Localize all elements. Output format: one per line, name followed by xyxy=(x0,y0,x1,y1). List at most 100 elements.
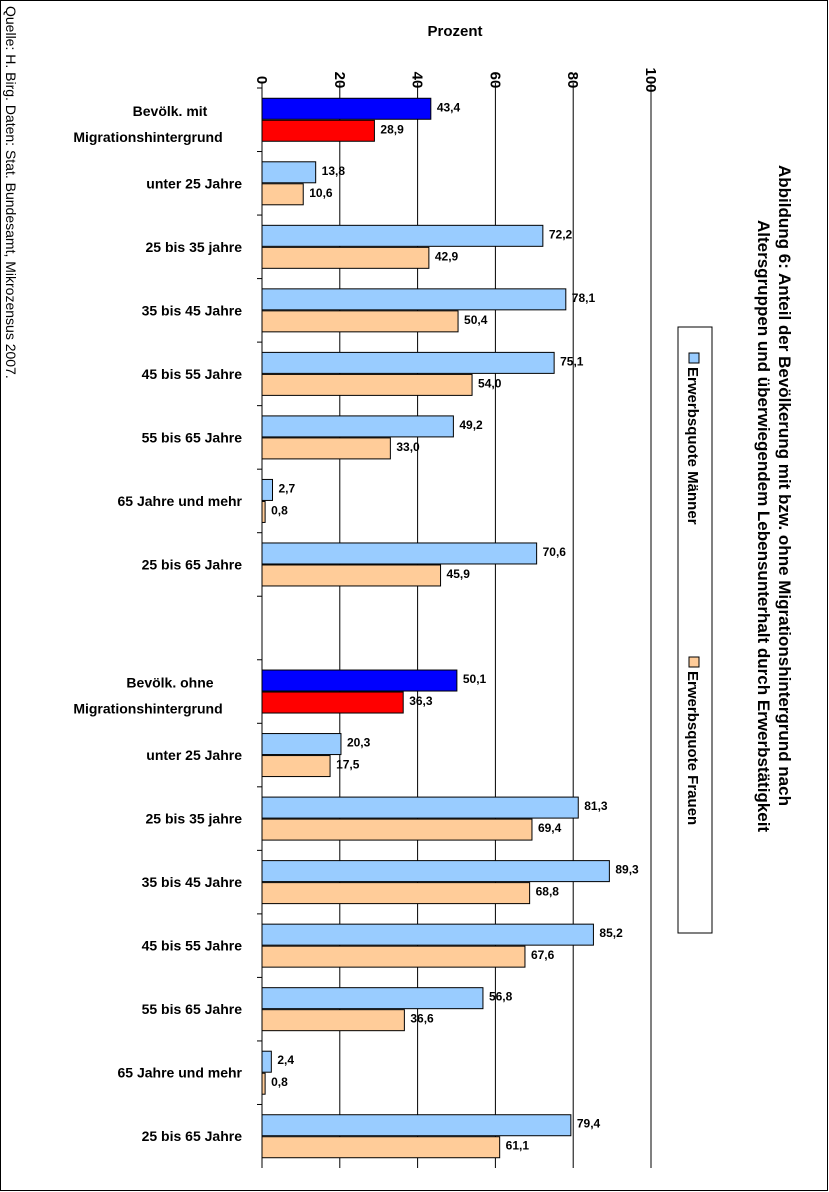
category-label: 25 bis 65 Jahre xyxy=(142,1128,243,1144)
category-label: 45 bis 55 Jahre xyxy=(142,366,243,382)
bar-men xyxy=(261,351,555,374)
value-label-men: 70,6 xyxy=(543,545,567,559)
value-label-men: 43,4 xyxy=(437,100,461,114)
bar-men xyxy=(261,288,567,311)
title-line-1: Abbildung 6: Anteil der Bevölkerung mit … xyxy=(775,165,794,806)
category-label: 35 bis 45 Jahre xyxy=(142,874,243,890)
value-label-women: 17,5 xyxy=(336,758,360,772)
bar-men xyxy=(261,542,538,565)
legend-label-men: Erwerbsquote Männer xyxy=(684,367,701,525)
value-label-men: 20,3 xyxy=(347,736,371,750)
value-label-women: 50,4 xyxy=(464,313,488,327)
bars xyxy=(261,97,610,1159)
value-label-women: 42,9 xyxy=(435,249,459,263)
bar-men xyxy=(261,478,274,501)
category-label: 35 bis 45 Jahre xyxy=(142,302,243,318)
tick-label: 40 xyxy=(409,72,426,89)
bar-men xyxy=(261,923,594,946)
bar-women xyxy=(261,119,375,142)
axis-ticks: 0 20 40 60 80 100 xyxy=(253,67,659,1168)
tick-label: 60 xyxy=(486,72,503,89)
legend-swatch-men xyxy=(688,352,700,364)
bar-men xyxy=(261,161,317,184)
category-label: 55 bis 65 Jahre xyxy=(142,429,243,445)
bar-women xyxy=(261,437,391,460)
value-label-men: 89,3 xyxy=(615,863,639,877)
bar-men xyxy=(261,733,342,756)
value-label-men: 2,4 xyxy=(277,1053,294,1067)
value-label-men: 2,7 xyxy=(279,481,296,495)
bar-men xyxy=(261,1050,272,1073)
value-label-women: 33,0 xyxy=(396,440,420,454)
legend-label-women: Erwerbsquote Frauen xyxy=(684,671,701,825)
tick-label: 80 xyxy=(564,72,581,89)
tick-label: 20 xyxy=(331,72,348,89)
bar-women xyxy=(261,691,404,714)
bar-women xyxy=(261,564,442,587)
bar-women xyxy=(261,1136,501,1159)
category-labels: Bevölk. mit Migrationshintergrund unter 25… xyxy=(73,103,242,1144)
legend-box xyxy=(677,326,713,934)
value-label-women: 54,0 xyxy=(478,376,502,390)
value-label-men: 49,2 xyxy=(459,418,483,432)
axis-title: Prozent xyxy=(427,23,482,40)
value-label-women: 28,9 xyxy=(380,122,404,136)
value-label-men: 79,4 xyxy=(577,1117,601,1131)
category-label: 55 bis 65 Jahre xyxy=(142,1001,243,1017)
bar-women xyxy=(261,1009,405,1032)
legend-swatch-women xyxy=(688,656,700,668)
bar-women xyxy=(261,882,531,905)
value-label-men: 78,1 xyxy=(572,291,596,305)
value-label-women: 61,1 xyxy=(506,1139,530,1153)
value-label-men: 56,8 xyxy=(489,990,513,1004)
legend: Erwerbsquote Männer Erwerbsquote Frauen xyxy=(677,326,713,934)
category-label: unter 25 Jahre xyxy=(146,175,242,191)
value-label-men: 75,1 xyxy=(560,354,584,368)
bar-men xyxy=(261,97,432,120)
bar-men xyxy=(261,860,610,883)
category-label: 25 bis 65 Jahre xyxy=(142,556,243,572)
bar-women xyxy=(261,818,533,841)
value-labels: 43,4 28,9 13,8 10,6 72,2 42,9 78,1 50,4 75,1 54,0… xyxy=(271,100,639,1152)
bar-women xyxy=(261,373,473,396)
category-label: Bevölk. ohne xyxy=(126,675,213,691)
title-line-2: Altersgruppen und überwiegendem Lebensun… xyxy=(754,220,773,832)
value-label-women: 0,8 xyxy=(271,503,288,517)
value-label-women: 10,6 xyxy=(309,186,333,200)
value-label-women: 45,9 xyxy=(447,567,471,581)
category-label: Migrationshintergrund xyxy=(73,701,222,717)
source-note: Quelle: H. Birg. Daten: Stat. Bundesamt,… xyxy=(3,6,19,379)
bar-men xyxy=(261,415,454,438)
value-label-men: 85,2 xyxy=(599,926,623,940)
category-label: 25 bis 35 jahre xyxy=(145,239,242,255)
value-label-men: 13,8 xyxy=(322,164,346,178)
value-label-women: 67,6 xyxy=(531,948,555,962)
value-label-women: 0,8 xyxy=(271,1075,288,1089)
category-label: 65 Jahre und mehr xyxy=(118,493,243,509)
value-label-women: 68,8 xyxy=(536,885,560,899)
value-label-men: 50,1 xyxy=(463,672,487,686)
value-label-women: 36,3 xyxy=(409,694,433,708)
category-label: Migrationshintergrund xyxy=(73,129,222,145)
value-label-men: 72,2 xyxy=(549,227,573,241)
bar-men xyxy=(261,224,544,247)
bar-men xyxy=(261,987,484,1010)
tick-label: 100 xyxy=(642,67,659,92)
category-label: 65 Jahre und mehr xyxy=(118,1065,243,1081)
category-label: unter 25 Jahre xyxy=(146,747,242,763)
bar-men xyxy=(261,1114,572,1137)
bar-women xyxy=(261,310,459,333)
bar-women xyxy=(261,945,526,968)
value-label-men: 81,3 xyxy=(584,799,608,813)
category-label: Bevölk. mit xyxy=(133,103,208,119)
bar-women xyxy=(261,246,430,269)
value-label-women: 69,4 xyxy=(538,821,562,835)
bar-men xyxy=(261,669,458,692)
bar-men xyxy=(261,796,579,819)
bar-women xyxy=(261,755,331,778)
bar-women xyxy=(261,183,304,206)
value-label-women: 36,6 xyxy=(410,1012,434,1026)
tick-label: 0 xyxy=(253,76,270,84)
